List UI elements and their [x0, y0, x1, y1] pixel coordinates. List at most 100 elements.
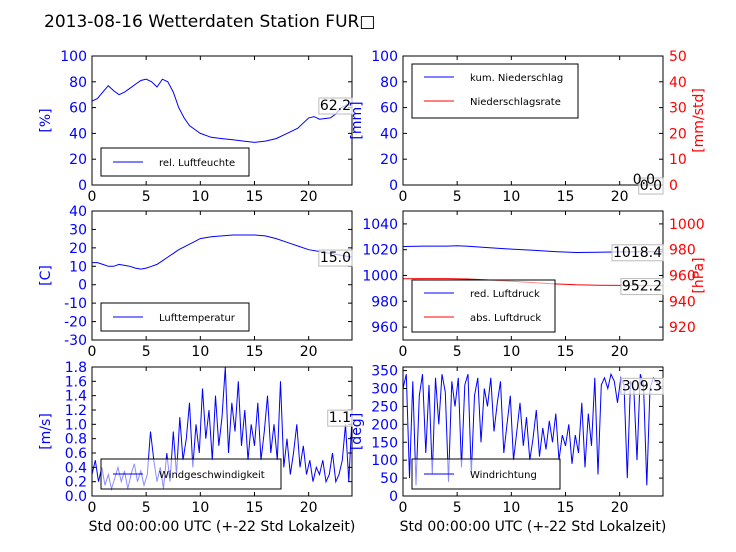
legend-box-precip — [411, 63, 579, 119]
legend-precip: kum. Niederschlag Niederschlagsrate — [411, 63, 579, 119]
y-tick-label-windspeed: 0.0 — [65, 489, 87, 505]
y-tick-label-temperature: 40 — [69, 204, 87, 220]
y-tick-label-pressure: 980 — [371, 294, 398, 310]
y-tick-label-windspeed: 0.2 — [65, 475, 87, 491]
last-value-temperature-box — [318, 249, 353, 267]
series-line-winddir-0 — [402, 372, 664, 486]
legend-label-temperature-0: Lufttemperatur — [159, 313, 236, 324]
y-tick-label-winddir: 100 — [371, 453, 398, 469]
x-tick-label-humidity: 20 — [300, 189, 318, 205]
x-tick-label-winddir: 15 — [557, 500, 575, 516]
panel-temperature: 0 5 10 15 20 -30 -20 -10 0 10 20 30 40 [C] 15.0 Lufttem… — [38, 204, 353, 360]
legend-label-precip-0: kum. Niederschlag — [470, 73, 563, 84]
y-tick-label-winddir: 150 — [371, 435, 398, 451]
last-value-winddir-box — [620, 377, 664, 395]
x-tick-label-windspeed: 20 — [300, 500, 318, 516]
y-tick-label-winddir: 350 — [371, 364, 398, 380]
panel-humidity: 0 5 10 15 20 0 20 40 60 80 100 [%] 62.2 rel. Luftfeuc… — [38, 49, 353, 205]
x-tick-label-winddir: 5 — [453, 500, 462, 516]
y2-tick-label-pressure: 980 — [669, 243, 696, 259]
x-tick-label-temperature: 15 — [246, 344, 264, 360]
last-value-humidity: 62.2 — [320, 98, 351, 114]
y-axis-label-precip: [mm] — [349, 101, 365, 139]
x-axis-label-left: Std 00:00:00 UTC (+-22 Std Lokalzeit) — [89, 519, 356, 535]
x-tick-label-pressure: 10 — [502, 344, 520, 360]
y-tick-label-windspeed: 0.4 — [65, 460, 87, 476]
y2-tick-label-precip: 40 — [669, 75, 687, 91]
last-value-pressure: 1018.4 — [613, 245, 662, 261]
legend-pressure: red. Luftdruck abs. Luftdruck — [411, 279, 556, 333]
y-tick-label-humidity: 100 — [60, 49, 87, 65]
last-value-windspeed: 1.1 — [329, 410, 351, 426]
legend-humidity: rel. Luftfeuchte — [100, 147, 250, 177]
series-line-humidity-0 — [91, 78, 352, 143]
y-tick-label-temperature: -30 — [64, 333, 87, 349]
last-value-winddir: 309.3 — [622, 378, 662, 394]
y-tick-label-pressure: 1020 — [362, 243, 398, 259]
x-tick-label-windspeed: 5 — [142, 500, 151, 516]
y-tick-label-precip: 20 — [380, 152, 398, 168]
y-axis-label-windspeed: [m/s] — [38, 413, 54, 450]
y-tick-label-winddir: 0 — [389, 489, 398, 505]
last-value-pressure-box — [611, 244, 664, 262]
y-tick-label-pressure: 960 — [371, 320, 398, 336]
x-tick-label-pressure: 20 — [611, 344, 629, 360]
last-value2-pressure-box — [620, 278, 664, 296]
y-tick-label-windspeed: 0.8 — [65, 432, 87, 448]
y-tick-label-humidity: 20 — [69, 152, 87, 168]
x-axis-label-right: Std 00:00:00 UTC (+-22 Std Lokalzeit) — [400, 519, 667, 535]
y-tick-label-temperature: 20 — [69, 241, 87, 257]
plot-frame-humidity — [91, 55, 353, 186]
y-tick-label-winddir: 300 — [371, 382, 398, 398]
x-tick-label-humidity: 15 — [246, 189, 264, 205]
last-value-precip-box — [638, 177, 664, 195]
x-tick-label-windspeed: 0 — [88, 500, 97, 516]
y-tick-label-windspeed: 1.2 — [65, 403, 87, 419]
y-tick-label-temperature: 30 — [69, 222, 87, 238]
last-value2-pressure: 952.2 — [622, 279, 662, 295]
y-tick-label-humidity: 60 — [69, 101, 87, 117]
y-tick-label-temperature: 0 — [78, 278, 87, 294]
legend-label-humidity-0: rel. Luftfeuchte — [159, 158, 235, 169]
plot-frame-winddir — [402, 366, 664, 497]
last-value2-precip: 0.0 — [633, 172, 655, 188]
y2-tick-label-precip: 0 — [669, 178, 678, 194]
y-tick-label-temperature: -20 — [64, 315, 87, 331]
y-axis-label-winddir: [deg] — [349, 413, 365, 450]
last-value-temperature: 15.0 — [320, 250, 351, 266]
y2-axis-label-precip: [mm/std] — [691, 88, 707, 153]
x-tick-label-precip: 15 — [557, 189, 575, 205]
y2-tick-label-pressure: 1000 — [669, 217, 705, 233]
x-tick-label-pressure: 15 — [557, 344, 575, 360]
y2-tick-label-precip: 20 — [669, 126, 687, 142]
legend-label-winddir-0: Windrichtung — [470, 470, 537, 481]
y-tick-label-windspeed: 1.8 — [65, 360, 87, 376]
x-tick-label-temperature: 20 — [300, 344, 318, 360]
plot-frame-temperature — [91, 210, 353, 341]
panel-precip: 0 5 10 15 20 0 20 40 60 80 100 0 10 20 30 40 50 [mm] [mm/s… — [349, 49, 707, 205]
panel-winddir: 0 5 10 15 20050100150200250300350[deg]309.3W… — [349, 364, 664, 516]
y-tick-label-precip: 100 — [371, 49, 398, 65]
legend-label-windspeed-0: Windgeschwindigkeit — [159, 470, 265, 481]
y2-tick-label-precip: 30 — [669, 101, 687, 117]
last-value-humidity-box — [318, 97, 353, 115]
panel-windspeed: 0 5 10 15 20 0.00.20.40.60.81.01.21.41.61.8 [m… — [38, 360, 353, 516]
plot-frame-windspeed — [91, 366, 353, 497]
y2-tick-label-pressure: 940 — [669, 294, 696, 310]
legend-winddir: Windrichtung — [411, 458, 561, 490]
legend-windspeed: Windgeschwindigkeit — [100, 458, 282, 490]
y-tick-label-windspeed: 1.4 — [65, 389, 87, 405]
y-tick-label-humidity: 40 — [69, 126, 87, 142]
legend-label-precip-1: Niederschlagsrate — [470, 97, 561, 108]
y-tick-label-humidity: 0 — [78, 178, 87, 194]
y-tick-label-winddir: 50 — [380, 471, 398, 487]
y2-tick-label-precip: 50 — [669, 49, 687, 65]
y2-tick-label-precip: 10 — [669, 152, 687, 168]
x-tick-label-winddir: 20 — [611, 500, 629, 516]
y-tick-label-precip: 80 — [380, 75, 398, 91]
y-tick-label-pressure: 1000 — [362, 269, 398, 285]
y-tick-label-winddir: 200 — [371, 417, 398, 433]
y-axis-label-humidity: [%] — [38, 108, 54, 132]
y2-tick-label-pressure: 960 — [669, 269, 696, 285]
